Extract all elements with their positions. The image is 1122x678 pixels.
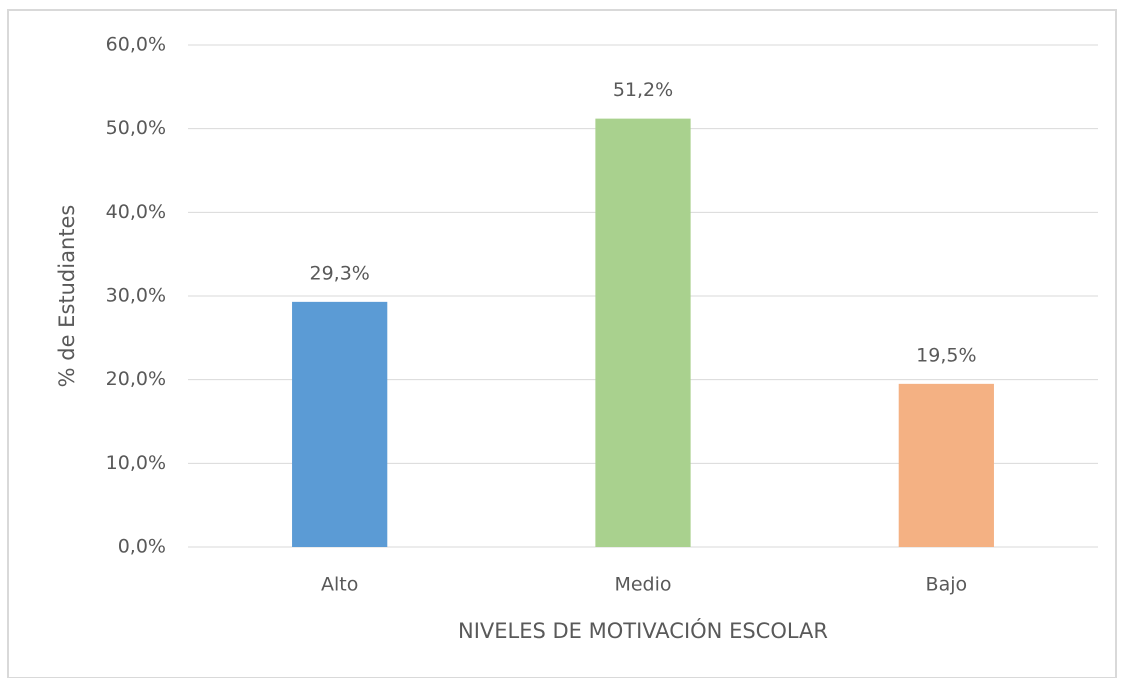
y-tick-label: 30,0% — [106, 285, 166, 307]
x-tick-label: Alto — [321, 574, 358, 596]
bar — [898, 383, 994, 547]
y-tick-label: 40,0% — [106, 201, 166, 223]
y-axis-title: % de Estudiantes — [55, 205, 79, 388]
y-tick-label: 60,0% — [106, 34, 166, 56]
y-tick-label: 50,0% — [106, 117, 166, 139]
bar — [292, 301, 388, 547]
bar — [595, 118, 691, 548]
data-label: 29,3% — [309, 262, 369, 284]
y-tick-label: 10,0% — [106, 452, 166, 474]
chart-frame — [7, 9, 1117, 678]
x-axis-title: NIVELES DE MOTIVACIÓN ESCOLAR — [458, 618, 828, 643]
y-tick-label: 20,0% — [106, 368, 166, 390]
x-tick-label: Medio — [614, 574, 671, 596]
data-label: 19,5% — [916, 344, 976, 366]
data-label: 51,2% — [613, 79, 673, 101]
y-tick-label: 0,0% — [118, 536, 166, 558]
x-tick-label: Bajo — [926, 574, 968, 596]
